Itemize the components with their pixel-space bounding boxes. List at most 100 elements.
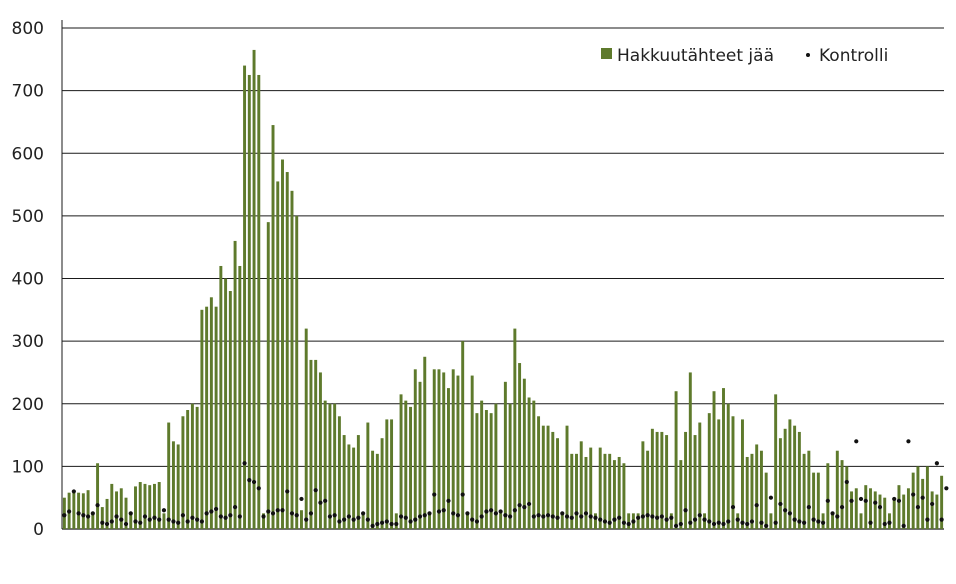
bar [593,513,597,529]
point [318,500,323,505]
point [735,517,740,522]
bar [361,513,365,529]
point [911,492,916,497]
bar [707,413,711,529]
bar [854,488,858,529]
bar [722,388,725,529]
bar [921,478,925,529]
legend-label-kontrolli: Kontrolli [819,46,888,66]
bar [347,444,351,529]
bar [81,493,85,529]
point [906,439,911,444]
bar [869,488,872,529]
bar [793,425,797,529]
point [598,517,603,522]
point [664,517,669,522]
bar [584,456,588,529]
y-tick-label: 100 [12,457,44,477]
bar [684,431,688,529]
bar [783,428,787,529]
point [858,496,864,502]
bar [745,456,749,529]
bar [214,306,218,529]
bar [290,190,294,529]
point [508,514,513,519]
bar [911,472,915,529]
bar [541,425,545,529]
point [90,511,95,516]
point [299,496,304,502]
bar [366,422,370,529]
point [157,517,162,522]
bar [423,356,427,529]
point [802,520,807,525]
y-tick-label: 400 [12,270,44,290]
bar [655,431,659,529]
bar [309,359,313,529]
bar [688,372,692,529]
bar [565,425,569,529]
bar [404,400,408,529]
bar [826,463,830,529]
bar [774,394,778,529]
point [85,514,91,519]
bar [470,375,474,529]
point [109,519,114,524]
point [645,513,650,518]
point [711,521,717,527]
bar [532,400,536,529]
point [361,511,366,516]
point [346,514,351,519]
point [474,519,480,524]
bar [840,460,844,529]
point [465,511,470,516]
point [95,503,100,508]
point [455,513,461,518]
point [778,501,783,507]
y-tick-label: 200 [12,395,44,415]
point [560,511,565,516]
point [915,504,921,510]
bar [556,438,560,529]
bar [674,391,678,529]
point [432,492,437,497]
point [839,504,845,510]
bar [864,485,868,529]
point [631,519,636,524]
point [408,519,413,524]
bar [318,372,322,529]
point [640,514,645,519]
point [204,511,209,516]
point [384,519,389,524]
point [237,514,242,519]
point [228,513,233,518]
bar [551,431,555,529]
point [370,523,375,528]
point [71,489,76,494]
bar [418,381,422,529]
point [740,520,745,525]
point [294,513,299,518]
bar [698,422,702,529]
point [920,495,925,500]
point [261,514,266,519]
bar [437,369,441,529]
point [479,514,484,519]
bar [750,453,754,529]
bar [906,488,910,529]
bars [62,49,944,530]
point [569,515,574,520]
bar [812,472,816,529]
bar [484,410,488,529]
bar [129,513,133,529]
point [877,504,883,510]
point [655,515,660,520]
bar [503,381,507,529]
point [171,519,176,524]
bar [717,419,721,529]
point [199,519,204,524]
bar [451,369,455,529]
point [636,515,641,520]
bar [442,372,446,529]
bar [537,416,541,529]
